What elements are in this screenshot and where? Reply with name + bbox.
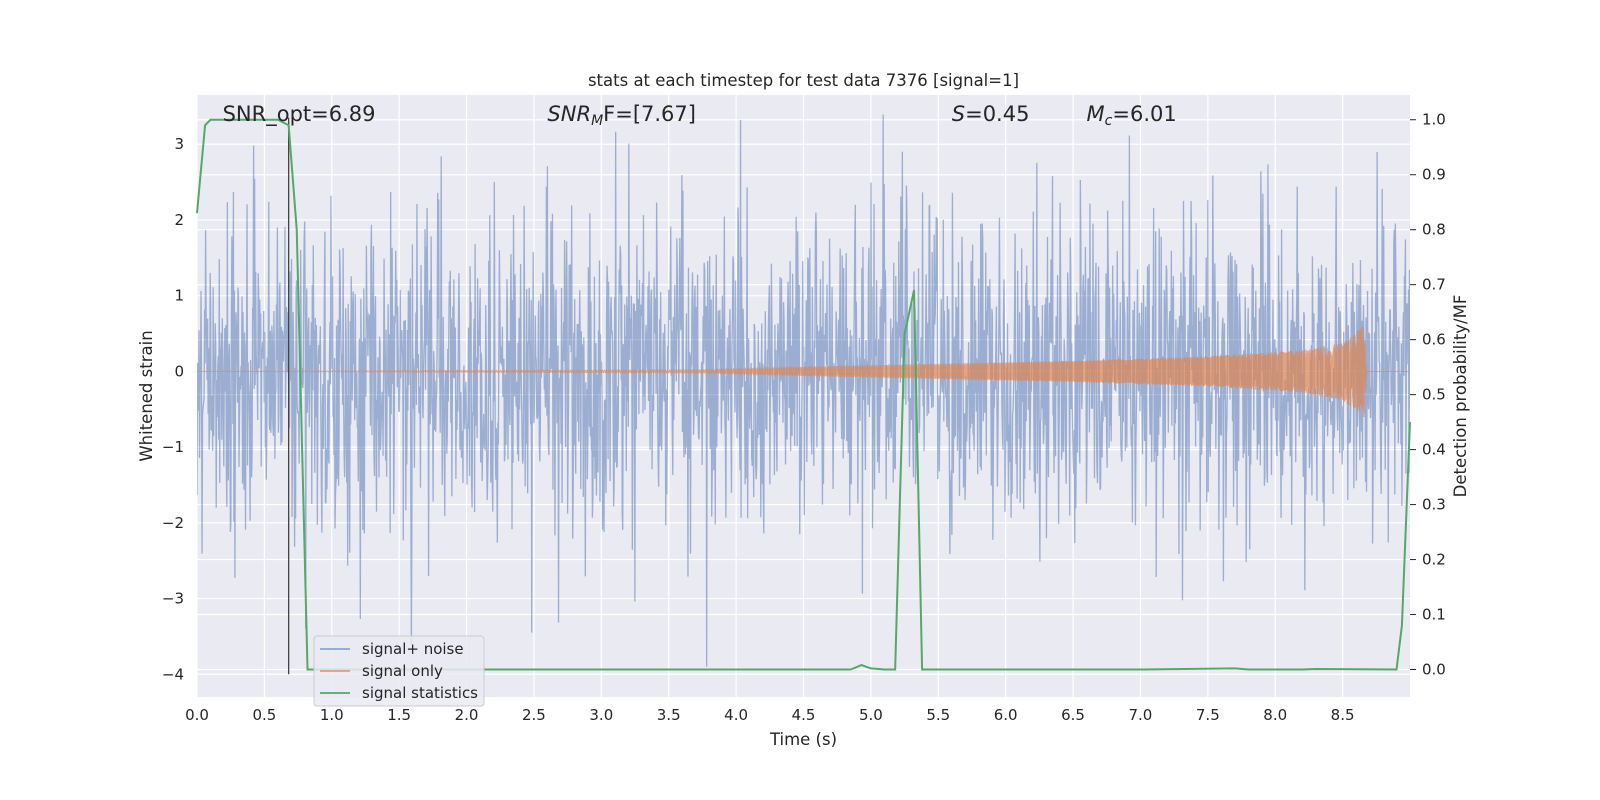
annotation-s-symbol: S bbox=[952, 102, 965, 126]
y-left-tick-label-2: −2 bbox=[162, 514, 184, 532]
x-tick-label-13: 6.5 bbox=[1061, 706, 1085, 724]
noise-line bbox=[197, 114, 1410, 667]
axis-ticks: 0.0 0.5 1.0 1.5 2.0 2.5 3.0 3.5 4.0 4.5 5.0 5.5 6.0 6… bbox=[162, 111, 1446, 724]
x-tick-label-8: 4.0 bbox=[724, 706, 748, 724]
y-right-tick-label-3: 0.3 bbox=[1422, 496, 1446, 514]
legend: signal+ noise signal only signal statist… bbox=[313, 635, 485, 707]
x-tick-label-10: 5.0 bbox=[859, 706, 883, 724]
annotation-snr-mf-sub: M bbox=[591, 113, 603, 129]
y-left-tick-label-1: −3 bbox=[162, 590, 184, 608]
series-signal-only bbox=[197, 326, 1410, 418]
y-axis-label-left: Whitened strain bbox=[137, 330, 156, 461]
stats-line bbox=[196, 118, 1411, 671]
annotation-snr-mf: SNRMF=[7.67] bbox=[547, 102, 696, 129]
x-tick-label-17: 8.5 bbox=[1331, 706, 1355, 724]
x-tick-label-7: 3.5 bbox=[657, 706, 681, 724]
legend-box bbox=[313, 635, 485, 707]
x-tick-label-0: 0.0 bbox=[185, 706, 209, 724]
y-left-tick-label-5: 1 bbox=[174, 287, 184, 305]
annotation-snr-opt: SNR_opt=6.89 bbox=[223, 102, 376, 127]
annotation-mc: Mc=6.01 bbox=[1087, 102, 1177, 129]
legend-label-signal-statistics: signal statistics bbox=[362, 684, 478, 702]
y-left-tick-label-3: −1 bbox=[162, 438, 184, 456]
x-tick-label-11: 5.5 bbox=[926, 706, 950, 724]
y-right-tick-label-6: 0.6 bbox=[1422, 331, 1446, 349]
annotation-mc-value: =6.01 bbox=[1112, 102, 1176, 126]
annotation-mc-symbol: M bbox=[1087, 102, 1105, 126]
series-signal-statistics bbox=[196, 118, 1411, 671]
y-left-tick-label-0: −4 bbox=[162, 665, 184, 683]
x-tick-label-2: 1.0 bbox=[320, 706, 344, 724]
x-tick-label-14: 7.0 bbox=[1129, 706, 1153, 724]
y-right-tick-label-2: 0.2 bbox=[1422, 551, 1446, 569]
y-right-tick-label-4: 0.4 bbox=[1422, 441, 1446, 459]
x-tick-label-15: 7.5 bbox=[1196, 706, 1220, 724]
x-tick-label-5: 2.5 bbox=[522, 706, 546, 724]
y-right-tick-label-10: 1.0 bbox=[1422, 111, 1446, 129]
x-tick-label-3: 1.5 bbox=[387, 706, 411, 724]
x-tick-label-4: 2.0 bbox=[455, 706, 479, 724]
y-right-tick-label-0: 0.0 bbox=[1422, 661, 1446, 679]
y-right-tick-label-8: 0.8 bbox=[1422, 221, 1446, 239]
legend-label-signal-noise: signal+ noise bbox=[362, 640, 464, 658]
x-tick-label-12: 6.0 bbox=[994, 706, 1018, 724]
y-left-tick-label-7: 3 bbox=[174, 135, 184, 153]
annotation-snr-mf-value: F=[7.67] bbox=[603, 102, 696, 126]
y-right-tick-label-5: 0.5 bbox=[1422, 386, 1446, 404]
series-signal-noise bbox=[197, 114, 1410, 667]
y-left-tick-label-4: 0 bbox=[174, 362, 184, 380]
chart-title: stats at each timestep for test data 737… bbox=[588, 71, 1019, 90]
x-tick-label-1: 0.5 bbox=[252, 706, 276, 724]
y-right-tick-label-1: 0.1 bbox=[1422, 606, 1446, 624]
x-tick-label-6: 3.0 bbox=[589, 706, 613, 724]
x-tick-label-9: 4.5 bbox=[792, 706, 816, 724]
annotation-s: S=0.45 bbox=[952, 102, 1030, 126]
annotation-mc-sub: c bbox=[1105, 113, 1113, 129]
signal-line bbox=[197, 326, 1410, 418]
y-right-tick-label-7: 0.7 bbox=[1422, 276, 1446, 294]
y-right-tick-label-9: 0.9 bbox=[1422, 166, 1446, 184]
x-tick-label-16: 8.0 bbox=[1263, 706, 1287, 724]
annotation-s-value: =0.45 bbox=[965, 102, 1029, 126]
y-left-tick-label-6: 2 bbox=[174, 211, 184, 229]
annotation-snr-mf-main: SNR bbox=[547, 102, 591, 126]
x-axis-label: Time (s) bbox=[769, 730, 837, 749]
y-axis-label-right: Detection probability/MF bbox=[1451, 295, 1470, 498]
legend-label-signal-only: signal only bbox=[362, 662, 443, 680]
